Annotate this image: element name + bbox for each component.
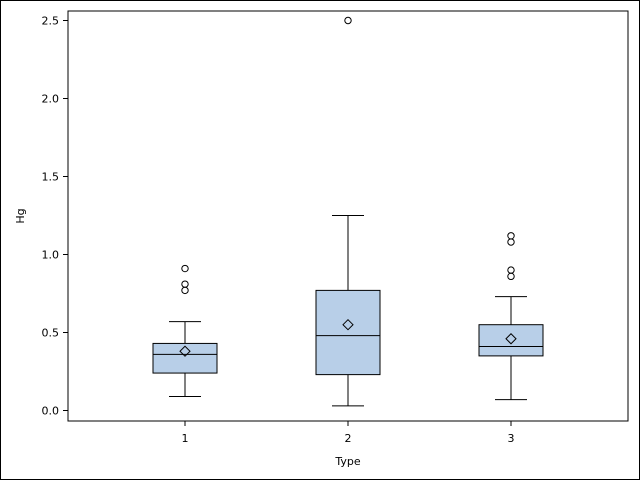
- outlier-point: [507, 266, 515, 274]
- box-group-1: [152, 264, 218, 397]
- y-axis: 0.0 0.5 1.0 1.5 2.0 2.5: [42, 15, 68, 418]
- y-axis-label: Hg: [14, 208, 27, 223]
- outlier-point: [181, 264, 189, 273]
- outlier-point: [344, 16, 352, 25]
- y-tick-label: 1.0: [42, 249, 60, 262]
- outlier-point: [507, 272, 515, 281]
- y-tick-label: 2.0: [42, 93, 60, 106]
- mean-marker: [342, 318, 354, 331]
- mean-marker: [505, 333, 517, 345]
- x-axis-label: Type: [334, 455, 360, 468]
- box-iqr: [478, 324, 544, 357]
- x-tick-label: 3: [508, 432, 515, 445]
- mean-marker: [179, 345, 191, 357]
- box-group-2: [315, 16, 381, 407]
- outlier-point: [181, 280, 189, 288]
- y-tick-label: 0.0: [42, 405, 60, 418]
- x-axis: 1 2 3: [182, 421, 515, 445]
- outlier-point: [507, 238, 515, 246]
- outlier-point: [507, 232, 515, 240]
- y-tick-label: 0.5: [42, 327, 60, 340]
- box-series: [152, 16, 544, 407]
- outlier-point: [181, 286, 189, 295]
- box-iqr: [152, 342, 218, 374]
- y-tick-label: 1.5: [42, 171, 60, 184]
- box-iqr: [315, 289, 381, 376]
- box-group-3: [478, 232, 544, 401]
- x-tick-label: 2: [345, 432, 352, 445]
- y-tick-label: 2.5: [42, 15, 60, 28]
- x-tick-label: 1: [182, 432, 189, 445]
